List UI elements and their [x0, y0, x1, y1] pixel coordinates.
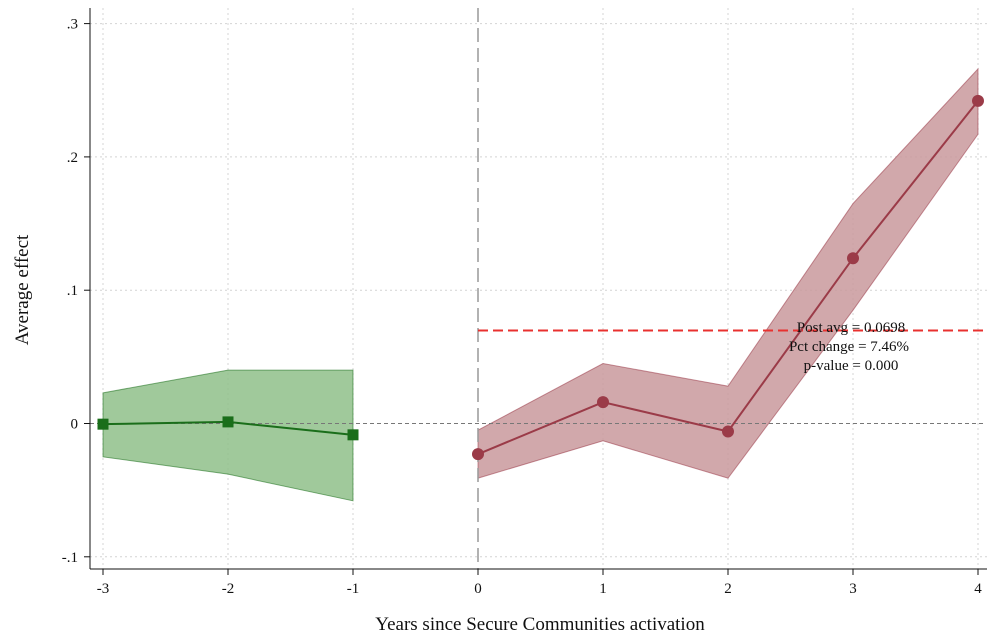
data-point-series-0-x-1: [347, 429, 359, 441]
x-tick-label-5: 2: [724, 581, 732, 597]
y-tick-label-1: 0: [71, 417, 79, 433]
series-markers: [97, 94, 984, 461]
y-tick-label-3: .2: [67, 150, 78, 166]
confidence-band-series-1: [477, 67, 979, 479]
axes: -3 -2 -1 0 1 2 3 4 -.1 0 .1 .2 .3: [62, 8, 987, 597]
x-tick-label-6: 3: [849, 581, 857, 597]
x-tick-label-0: -3: [97, 581, 110, 597]
x-tick-label-7: 4: [974, 581, 982, 597]
y-tick-label-0: -.1: [62, 550, 78, 566]
x-tick-label-1: -2: [222, 581, 235, 597]
x-tick-label-2: -1: [347, 581, 360, 597]
annotation-pct-change: Pct change = 7.46%: [789, 339, 909, 355]
y-tick-label-2: .1: [67, 283, 78, 299]
data-point-series-0-x-2: [222, 416, 234, 428]
x-tick-label-4: 1: [599, 581, 607, 597]
confidence-band-series-0: [102, 369, 354, 502]
annotation-p-value: p-value = 0.000: [804, 358, 899, 374]
annotation-post-avg: Post avg = 0.0698: [797, 320, 905, 336]
y-tick-label-4: .3: [67, 17, 78, 33]
y-axis-title: Average effect: [12, 234, 33, 345]
data-point-series-1-x4: [972, 94, 984, 107]
data-point-series-1-x2: [722, 425, 734, 438]
x-axis-title: Years since Secure Communities activatio…: [375, 614, 705, 635]
data-point-series-1-x1: [597, 396, 609, 409]
x-tick-label-3: 0: [474, 581, 482, 597]
data-point-series-0-x-3: [97, 418, 109, 430]
data-point-series-1-x0: [472, 448, 484, 461]
confidence-bands: [102, 67, 979, 502]
data-point-series-1-x3: [847, 252, 859, 265]
